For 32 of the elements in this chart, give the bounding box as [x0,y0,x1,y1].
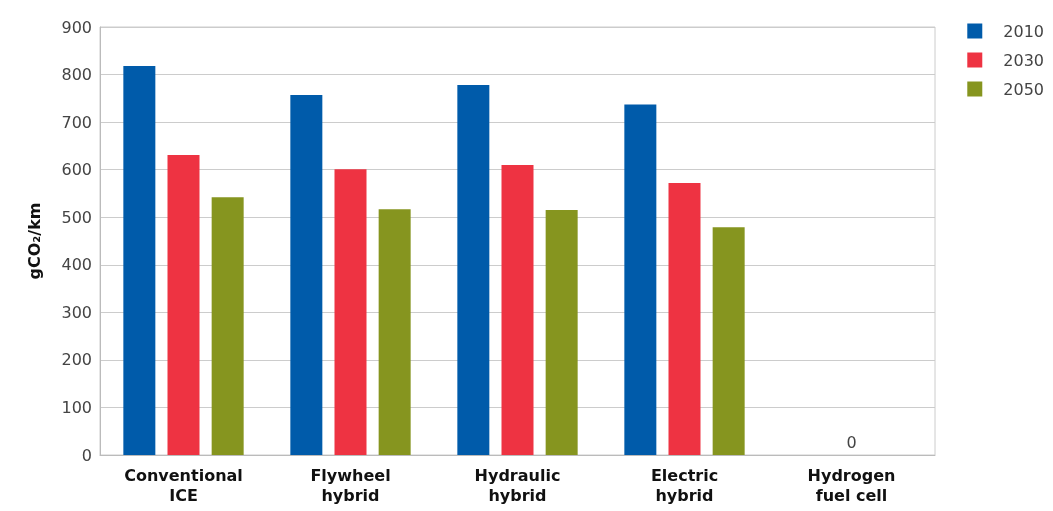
x-tick-label: Flywheel hybrid [310,465,391,505]
y-axis-title: gCO₂/km [24,202,44,280]
bar [211,197,244,455]
bar [624,104,657,455]
legend-label: 2010 [1003,21,1044,41]
bar [334,169,367,455]
data-label: 0 [846,432,857,452]
bar [378,209,411,455]
bar [545,210,578,455]
legend-label: 2030 [1003,50,1044,70]
bar [712,227,745,455]
y-tick-label: 0 [81,445,92,465]
x-tick-label: Electric hybrid [650,465,719,505]
y-tick-label: 200 [61,350,92,370]
bar [167,154,200,455]
x-tick-label: Hydraulic hybrid [474,465,561,505]
bar [123,66,156,455]
bar [290,95,323,455]
y-tick-label: 400 [61,255,92,275]
y-tick-label: 600 [61,160,92,180]
bar [457,85,490,455]
x-tick-label: Hydrogen fuel cell [807,465,896,505]
x-tick-label: Conventional ICE [124,465,243,505]
y-tick-label: 100 [61,397,92,417]
y-tick-label: 500 [61,207,92,227]
legend-label: 2050 [1003,79,1044,99]
y-tick-label: 900 [61,17,92,37]
bar [501,164,534,455]
y-tick-label: 700 [61,112,92,132]
y-tick-label: 800 [61,65,92,85]
y-tick-label: 300 [61,302,92,322]
bar [668,182,701,455]
